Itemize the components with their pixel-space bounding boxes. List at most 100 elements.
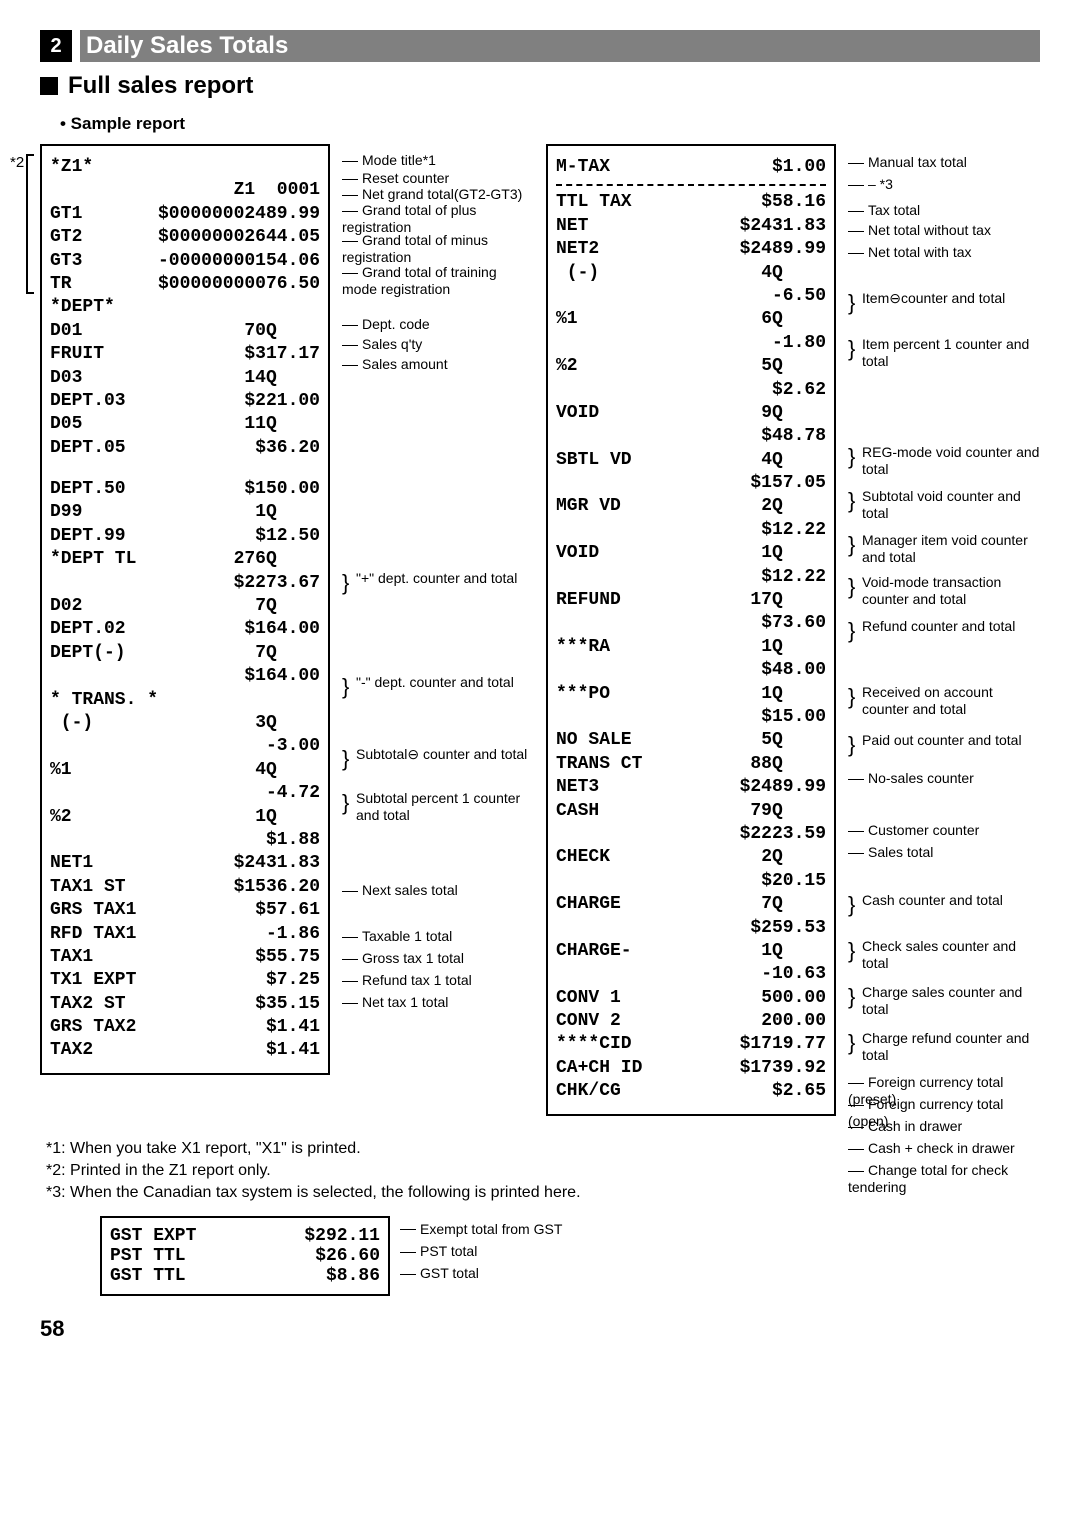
annotation: Customer counter — [848, 822, 979, 839]
receipt-row: DEPT.02$164.00 — [50, 618, 320, 641]
annotation: – *3 — [848, 176, 893, 193]
receipt-row: $2.62 — [556, 379, 826, 402]
receipt-row: GT3-00000000154.06 — [50, 250, 320, 273]
receipt-row: GST TTL$8.86 — [110, 1266, 380, 1286]
annotation: Subtotal⊖ counter and total — [342, 746, 527, 763]
receipt-row: $164.00 — [50, 665, 320, 688]
receipt-row: -6.50 — [556, 285, 826, 308]
section-title: Full sales report — [40, 72, 1040, 100]
annotation: Grand total of training mode registratio… — [342, 264, 534, 298]
section-title-text: Full sales report — [68, 72, 253, 100]
annotation: Grand total of plus registration — [342, 202, 534, 236]
receipt-row: $2273.67 — [50, 572, 320, 595]
receipt-row: $12.22 — [556, 519, 826, 542]
receipt-row: DEPT(-)7Q — [50, 642, 320, 665]
gst-annotation: Exempt total from GST — [400, 1218, 562, 1240]
receipt-row: NET3$2489.99 — [556, 776, 826, 799]
annotation: Grand total of minus registration — [342, 232, 534, 266]
receipt-row: *DEPT* — [50, 296, 320, 319]
annotation: Mode title*1 — [342, 152, 436, 169]
receipt-row: DEPT.50$150.00 — [50, 478, 320, 501]
receipt-row: $1.88 — [50, 829, 320, 852]
annotation: Net total with tax — [848, 244, 972, 261]
receipt-row: $157.05 — [556, 472, 826, 495]
receipt-row: REFUND17Q — [556, 589, 826, 612]
receipt-row: NET$2431.83 — [556, 215, 826, 238]
receipt-row: $15.00 — [556, 706, 826, 729]
annotation: Net total without tax — [848, 222, 991, 239]
receipt-row: VOID9Q — [556, 402, 826, 425]
receipt-row: %21Q — [50, 806, 320, 829]
receipt-row: TAX1$55.75 — [50, 946, 320, 969]
receipt-row: NO SALE5Q — [556, 729, 826, 752]
receipt-row: DEPT.99$12.50 — [50, 525, 320, 548]
receipt-row: SBTL VD4Q — [556, 449, 826, 472]
left-annotations: Mode title*1Reset counterNet grand total… — [342, 144, 534, 1116]
header-title: Daily Sales Totals — [80, 30, 1040, 62]
receipt-row: * TRANS. * — [50, 689, 320, 712]
annotation: Item percent 1 counter and total — [848, 336, 1040, 370]
annotation: Reset counter — [342, 170, 449, 187]
receipt-row: CHECK2Q — [556, 846, 826, 869]
receipt-row: (-)4Q — [556, 262, 826, 285]
receipt-row: GST EXPT$292.11 — [110, 1226, 380, 1246]
receipt-row: CHARGE7Q — [556, 893, 826, 916]
receipt-row: MGR VD2Q — [556, 495, 826, 518]
receipt-row: $20.15 — [556, 870, 826, 893]
annotation: Dept. code — [342, 316, 430, 333]
receipt-row: M-TAX$1.00 — [556, 156, 826, 179]
receipt-row: TAX2 ST$35.15 — [50, 993, 320, 1016]
annotation: Manager item void counter and total — [848, 532, 1040, 566]
annotation: Sales amount — [342, 356, 448, 373]
receipt-row: -3.00 — [50, 735, 320, 758]
annotation: Received on account counter and total — [848, 684, 1040, 718]
receipt-row: (-)3Q — [50, 712, 320, 735]
receipt-row: TRANS CT88Q — [556, 753, 826, 776]
star2-label: *2 — [10, 154, 24, 171]
annotation: Charge sales counter and total — [848, 984, 1040, 1018]
annotation: Cash + check in drawer — [848, 1140, 1015, 1157]
receipt-row: D991Q — [50, 501, 320, 524]
receipt-row: *DEPT TL276Q — [50, 548, 320, 571]
annotation: Subtotal void counter and total — [848, 488, 1040, 522]
left-receipt-wrap: *2 *Z1*Z1 0001GT1$00000002489.99GT2$0000… — [40, 144, 330, 1116]
receipt-row: $48.00 — [556, 659, 826, 682]
left-receipt: *Z1*Z1 0001GT1$00000002489.99GT2$0000000… — [40, 144, 330, 1075]
annotation: Cash in drawer — [848, 1118, 962, 1135]
receipt-row: GRS TAX1$57.61 — [50, 899, 320, 922]
annotation: Refund counter and total — [848, 618, 1015, 635]
receipt-row: D0170Q — [50, 320, 320, 343]
receipt-row: %14Q — [50, 759, 320, 782]
receipt-row: -1.80 — [556, 332, 826, 355]
receipt-row: CASH79Q — [556, 800, 826, 823]
receipt-row: -4.72 — [50, 782, 320, 805]
header-number: 2 — [40, 30, 72, 62]
annotation: Sales q'ty — [342, 336, 422, 353]
receipt-row: GRS TAX2$1.41 — [50, 1016, 320, 1039]
annotation: Item⊖counter and total — [848, 290, 1005, 307]
annotation: Change total for check tendering — [848, 1162, 1040, 1196]
receipt-row: CONV 2200.00 — [556, 1010, 826, 1033]
annotation: Void-mode transaction counter and total — [848, 574, 1040, 608]
annotation: Cash counter and total — [848, 892, 1003, 909]
receipt-row: CHK/CG$2.65 — [556, 1080, 826, 1103]
gst-receipt: GST EXPT$292.11PST TTL$26.60GST TTL$8.86 — [100, 1216, 390, 1296]
right-receipt: M-TAX$1.00TTL TAX$58.16NET$2431.83NET2$2… — [546, 144, 836, 1116]
receipt-row: ***PO1Q — [556, 683, 826, 706]
receipt-row: NET1$2431.83 — [50, 852, 320, 875]
annotation: Check sales counter and total — [848, 938, 1040, 972]
receipt-row: RFD TAX1-1.86 — [50, 923, 320, 946]
receipt-row: %25Q — [556, 355, 826, 378]
receipt-row: DEPT.05$36.20 — [50, 437, 320, 460]
left-bracket-icon — [26, 154, 34, 294]
receipt-row: D027Q — [50, 595, 320, 618]
receipt-row: $12.22 — [556, 566, 826, 589]
receipt-row: GT2$00000002644.05 — [50, 226, 320, 249]
receipt-row: $48.78 — [556, 425, 826, 448]
annotation: Gross tax 1 total — [342, 950, 464, 967]
receipt-row: TR$00000000076.50 — [50, 273, 320, 296]
right-receipt-wrap: M-TAX$1.00TTL TAX$58.16NET$2431.83NET2$2… — [546, 144, 836, 1116]
receipt-row: *Z1* — [50, 156, 320, 179]
receipt-row: CA+CH ID$1739.92 — [556, 1057, 826, 1080]
receipt-row: TX1 EXPT$7.25 — [50, 969, 320, 992]
